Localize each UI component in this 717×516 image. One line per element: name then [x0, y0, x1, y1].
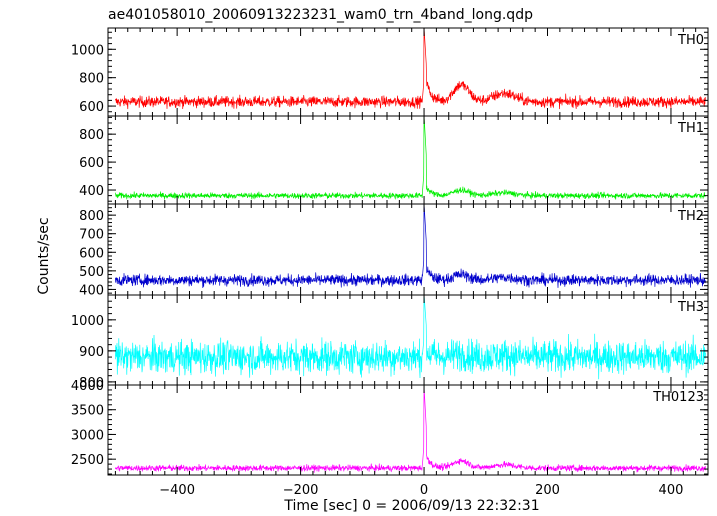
y-tick-label: 1000 [71, 43, 104, 58]
panel-th1: 400 600 800 TH1 [79, 115, 709, 205]
series-line-th3 [115, 294, 706, 380]
y-tick-label: 3000 [71, 428, 104, 443]
x-tick-label: −400 [159, 483, 195, 498]
panel-frame [107, 384, 709, 476]
series-line-th1 [115, 115, 706, 201]
panel-label-th0: TH0 [677, 33, 704, 48]
y-tick-label: 800 [79, 209, 104, 224]
y-tick-label: 600 [79, 100, 104, 115]
panel-frame [107, 115, 709, 205]
panel-th3: 800 900 1000 TH3 [71, 294, 709, 391]
y-tick-label: 3500 [71, 404, 104, 419]
x-tick-label: −200 [283, 483, 319, 498]
panel-label-th2: TH2 [677, 209, 704, 224]
y-tick-label: 1000 [71, 314, 104, 329]
y-tick-label: 900 [79, 345, 104, 360]
panel-th0: 600 800 1000 TH0 [71, 27, 709, 117]
y-tick-label: 600 [79, 246, 104, 261]
y-tick-label: 400 [79, 184, 104, 199]
y-tick-label: 800 [79, 128, 104, 143]
y-tick-label: 800 [79, 376, 104, 391]
y-tick-label: 500 [79, 265, 104, 280]
panel-th2: 400 500 600 700 800 TH2 [79, 203, 709, 298]
x-tick-label: 400 [659, 483, 684, 498]
y-tick-label: 800 [79, 72, 104, 87]
series-line-th0 [115, 27, 706, 110]
panels-group: 600 800 1000 TH0 400 600 800 TH1 400 500 600 700 800… [71, 27, 709, 476]
x-tick-label: 0 [420, 483, 428, 498]
panel-label-th3: TH3 [677, 300, 704, 315]
y-tick-label: 2500 [71, 453, 104, 468]
y-axis-label: Counts/sec [36, 217, 52, 294]
x-axis: −400 −200 0 200 400 [159, 483, 683, 498]
panel-frame [107, 294, 709, 386]
panel-label-th0123: TH0123 [652, 390, 704, 405]
x-tick-label: 200 [535, 483, 560, 498]
panel-label-th1: TH1 [677, 121, 704, 136]
y-tick-label: 600 [79, 156, 104, 171]
panel-th0123: 2500 3000 3500 4000 TH0123 [71, 379, 709, 476]
x-axis-label: Time [sec] 0 = 2006/09/13 22:32:31 [283, 498, 539, 514]
y-tick-label: 400 [79, 283, 104, 298]
series-line-th0123 [115, 387, 706, 473]
chart-title: ae401058010_20060913223231_wam0_trn_4ban… [108, 7, 533, 23]
y-tick-label: 700 [79, 228, 104, 243]
y-tick-label: 4000 [71, 379, 104, 394]
series-line-th2 [115, 203, 706, 289]
